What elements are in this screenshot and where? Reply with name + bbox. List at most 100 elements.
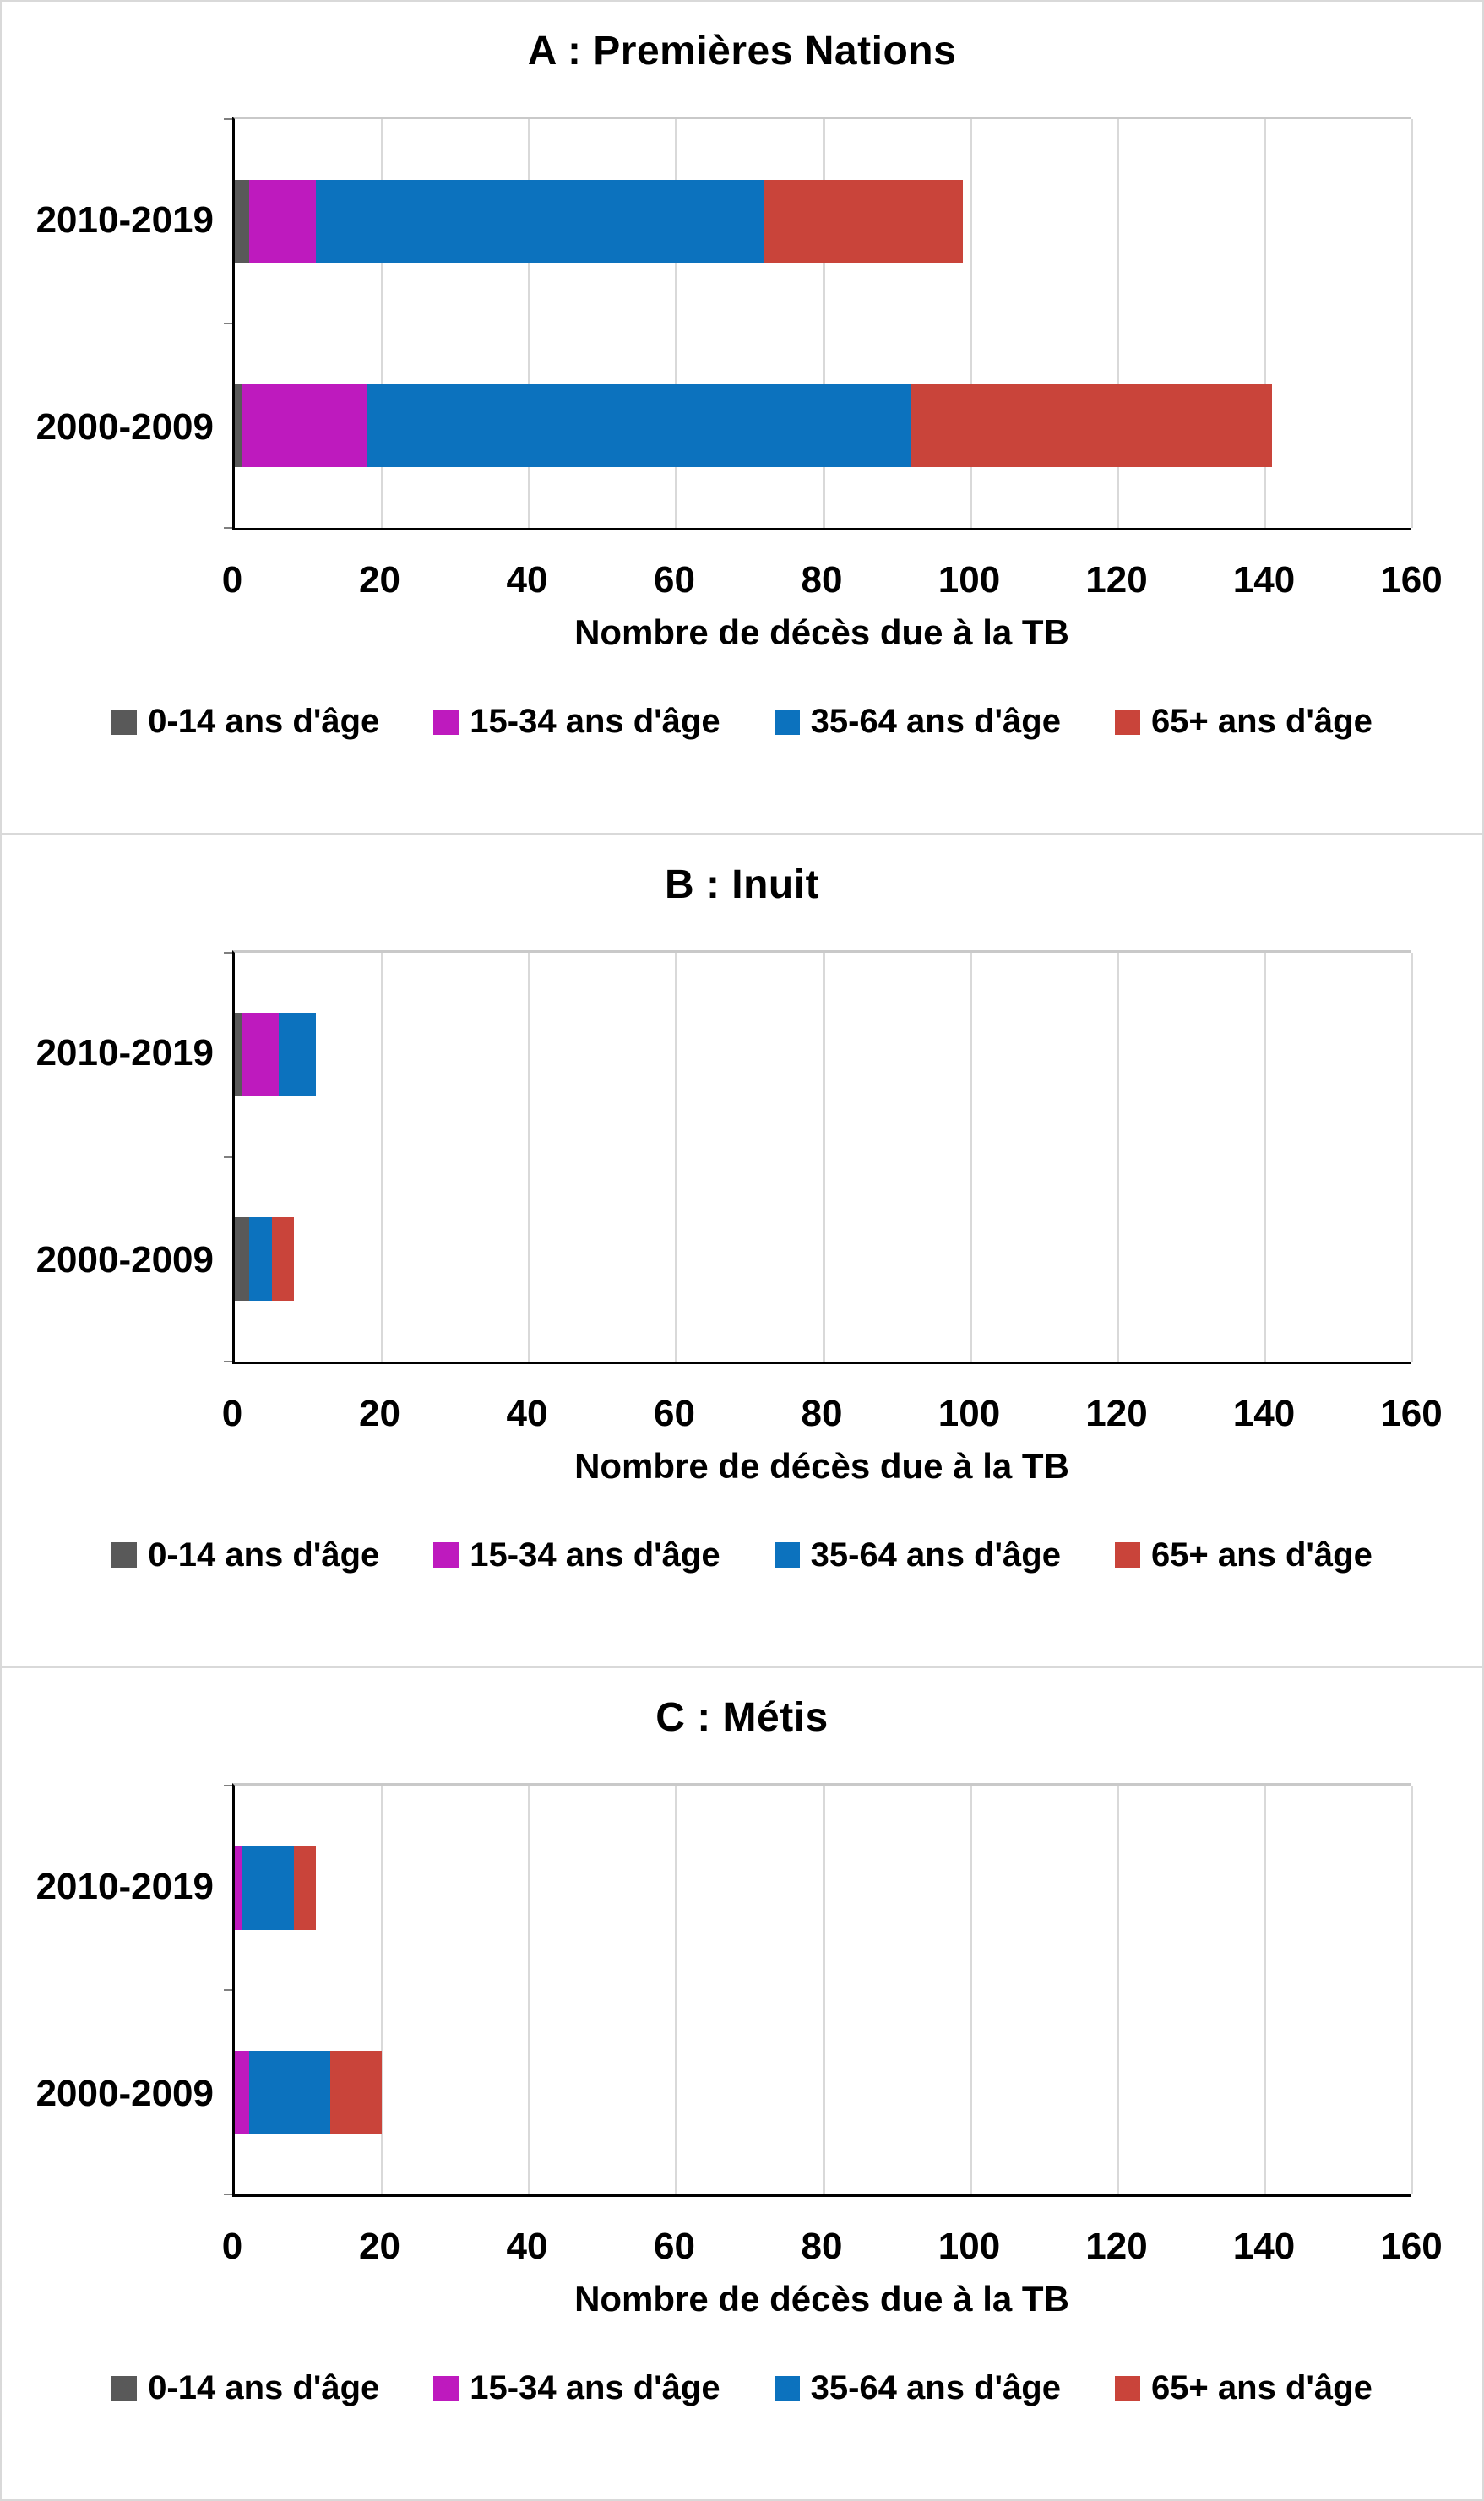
red-square-icon [1114, 709, 1140, 735]
gridline [822, 1786, 825, 2195]
x-tick-label: 80 [801, 2226, 843, 2268]
x-tick-label: 160 [1380, 559, 1443, 601]
x-tick-label: 80 [801, 559, 843, 601]
legend-label: 15-34 ans d'âge [470, 2369, 720, 2407]
plot-row: 2010-2019 2000-2009 [2, 949, 1482, 1364]
bar-segment [235, 2050, 250, 2134]
bar-segment [279, 1013, 316, 1097]
x-tick-label: 100 [938, 2226, 1001, 2268]
x-axis-tick-labels: 0 20 40 60 80 100 120 140 160 [222, 559, 1443, 603]
category-label: 2000-2009 [35, 2072, 214, 2114]
plot-area [224, 117, 1413, 530]
bar-segment [271, 1217, 294, 1302]
bar-segment [242, 383, 367, 468]
legend-label: 65+ ans d'âge [1150, 1536, 1373, 1574]
legend-label: 0-14 ans d'âge [148, 1536, 380, 1574]
y-axis-tick [224, 2194, 232, 2196]
gridline [381, 952, 384, 1362]
legend-label: 15-34 ans d'âge [470, 703, 720, 740]
gray-square-icon [111, 709, 138, 735]
stacked-bar-2010-2019 [235, 1013, 1411, 1097]
category-label: 2010-2019 [35, 1032, 214, 1074]
gridline [528, 1786, 531, 2195]
bar-segment [235, 1217, 250, 1302]
x-tick-label: 80 [801, 1392, 843, 1434]
bar-segment [235, 1013, 242, 1097]
bar-segment [249, 1217, 272, 1302]
stacked-bar-2000-2009 [235, 1217, 1411, 1302]
x-tick-label: 40 [506, 2226, 548, 2268]
gridline [1263, 952, 1266, 1362]
legend-label: 35-64 ans d'âge [810, 703, 1061, 740]
stacked-bar-2010-2019 [235, 179, 1411, 264]
legend-label: 65+ ans d'âge [1150, 703, 1373, 740]
x-tick-label: 60 [654, 1392, 695, 1434]
category-label: 2000-2009 [35, 405, 214, 448]
y-axis-tick [224, 118, 232, 120]
legend-item: 15-34 ans d'âge [433, 2369, 720, 2407]
gridline [822, 952, 825, 1362]
legend-label: 15-34 ans d'âge [470, 1536, 720, 1574]
plot-row: 2010-2019 2000-2009 [2, 1783, 1482, 2198]
x-tick-label: 20 [359, 2226, 400, 2268]
chart-title: C : Métis [655, 1695, 829, 1741]
y-axis-tick [224, 323, 232, 324]
legend-item: 35-64 ans d'âge [774, 703, 1061, 741]
gridline [1411, 1786, 1413, 2195]
blue-square-icon [774, 2375, 800, 2401]
legend: 0-14 ans d'âge 15-34 ans d'âge 35-64 ans d… [2, 2369, 1482, 2407]
x-tick-label: 120 [1085, 559, 1148, 601]
gridline [675, 119, 678, 528]
gridline [1116, 1786, 1119, 2195]
chart-panel-inuit: B : Inuit 2010-2019 2000-2009 0 20 40 60 80 10… [2, 832, 1482, 1666]
gridline [1263, 119, 1266, 528]
x-tick-label: 40 [506, 559, 548, 601]
legend-item: 15-34 ans d'âge [433, 1536, 720, 1574]
bar-segment [367, 383, 911, 468]
chart-panel-metis: C : Métis 2010-2019 2000-2009 0 20 40 60 80 10… [2, 1666, 1482, 2500]
category-label: 2010-2019 [35, 1865, 214, 1907]
legend-item: 65+ ans d'âge [1114, 2369, 1373, 2407]
bar-segment [249, 2050, 331, 2134]
category-label: 2000-2009 [35, 1239, 214, 1281]
x-tick-label: 160 [1380, 1392, 1443, 1434]
legend-item: 0-14 ans d'âge [111, 2369, 379, 2407]
x-tick-label: 140 [1232, 559, 1296, 601]
legend-label: 35-64 ans d'âge [810, 2369, 1061, 2407]
stacked-bar-2000-2009 [235, 383, 1411, 468]
bar-segment [235, 383, 242, 468]
bar-segment [235, 1846, 242, 1930]
x-axis-title: Nombre de décès due à la TB [574, 612, 1069, 652]
plot-area [224, 1783, 1413, 2198]
stacked-bar-2010-2019 [235, 1846, 1411, 1930]
magenta-square-icon [433, 2375, 459, 2401]
x-tick-label: 60 [654, 2226, 695, 2268]
category-axis-labels: 2010-2019 2000-2009 [2, 117, 232, 530]
x-tick-label: 140 [1232, 2226, 1296, 2268]
legend: 0-14 ans d'âge 15-34 ans d'âge 35-64 ans d… [2, 1536, 1482, 1574]
magenta-square-icon [433, 1542, 459, 1569]
legend-label: 65+ ans d'âge [1150, 2369, 1373, 2407]
x-tick-label: 20 [359, 559, 400, 601]
legend-label: 0-14 ans d'âge [148, 703, 380, 740]
y-axis-tick [224, 951, 232, 954]
legend-item: 0-14 ans d'âge [111, 1536, 379, 1574]
x-axis-title: Nombre de décès due à la TB [574, 1445, 1069, 1486]
legend-item: 65+ ans d'âge [1114, 703, 1373, 741]
legend: 0-14 ans d'âge 15-34 ans d'âge 35-64 ans d… [2, 703, 1482, 741]
x-tick-label: 100 [938, 1392, 1001, 1434]
bar-segment [911, 383, 1272, 468]
gridline [1116, 119, 1119, 528]
category-label: 2010-2019 [35, 198, 214, 241]
gridline [969, 952, 972, 1362]
gridline [675, 1786, 678, 2195]
y-axis-tick [224, 1360, 232, 1362]
gridline [1411, 119, 1413, 528]
x-axis-tick-labels: 0 20 40 60 80 100 120 140 160 [222, 1392, 1443, 1437]
x-tick-label: 100 [938, 559, 1001, 601]
gridline [969, 119, 972, 528]
legend-item: 15-34 ans d'âge [433, 703, 720, 741]
gridline [969, 1786, 972, 2195]
bar-segment [249, 179, 316, 264]
